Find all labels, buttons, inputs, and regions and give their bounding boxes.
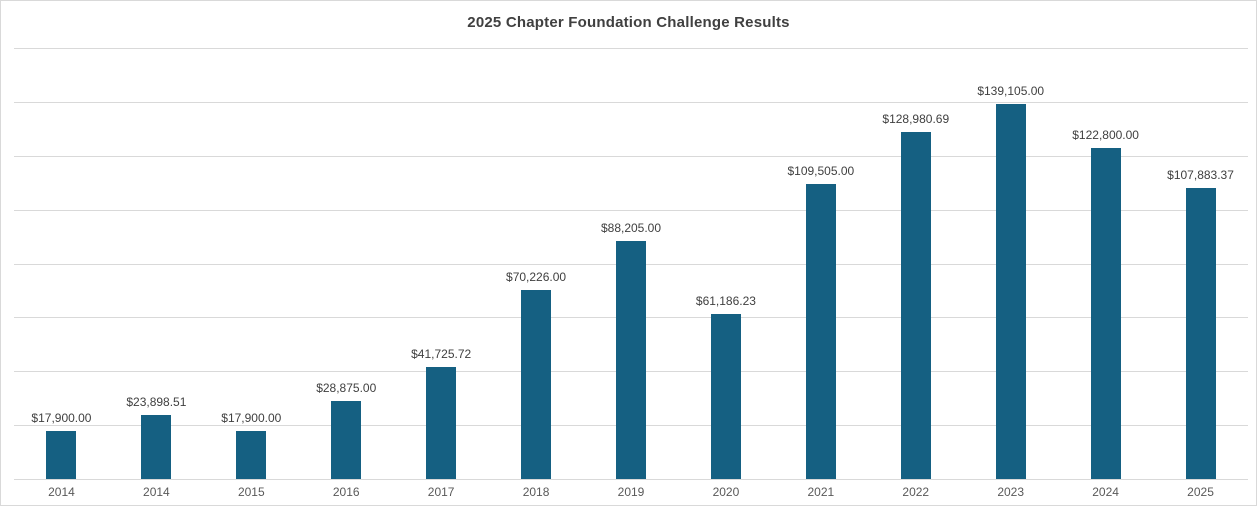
x-axis: 2014 2014 2015 2016 2017 2018 2019 2020 2021 2022… — [1, 485, 1256, 501]
gridline-0 — [14, 479, 1248, 480]
bar-2017-4 — [426, 366, 457, 479]
x-axis-label-10: 2023 — [997, 485, 1025, 499]
bar-2025-12 — [1185, 188, 1216, 479]
gridline-120000 — [14, 155, 1248, 157]
bar-2019-6 — [616, 241, 646, 479]
bar-2023-10 — [995, 104, 1026, 479]
x-axis-label-1: 2014 — [143, 485, 170, 499]
data-label-2: $17,900.00 — [221, 410, 282, 425]
bar-2022-9 — [900, 131, 931, 479]
data-label-11: $122,800.00 — [1072, 128, 1139, 143]
x-axis-label-0: 2014 — [48, 485, 75, 499]
gridline-140000 — [14, 101, 1248, 103]
x-axis-label-3: 2016 — [332, 485, 360, 499]
data-label-7: $61,186.23 — [695, 294, 756, 309]
x-axis-label-7: 2020 — [712, 485, 740, 499]
x-axis-label-2: 2015 — [237, 485, 265, 499]
data-label-9: $128,980.69 — [882, 111, 950, 126]
data-label-1: $23,898.51 — [126, 394, 187, 409]
data-label-3: $28,875.00 — [316, 381, 377, 396]
x-axis-label-4: 2017 — [427, 485, 455, 499]
bar-2018-5 — [521, 289, 552, 479]
bar-2024-11 — [1090, 148, 1121, 479]
plot-area: $17,900.00 $23,898.51 $17,900.00 $28,875.00… — [14, 48, 1248, 480]
bar-2014-1 — [141, 414, 172, 479]
data-label-6: $88,205.00 — [600, 221, 662, 236]
data-label-0: $17,900.00 — [31, 410, 92, 425]
bar-2014-0 — [46, 430, 77, 479]
x-axis-label-12: 2025 — [1187, 485, 1214, 499]
gridline-100000 — [14, 209, 1248, 211]
data-label-12: $107,883.37 — [1167, 168, 1234, 183]
x-axis-label-6: 2019 — [617, 485, 645, 499]
x-axis-label-11: 2024 — [1092, 485, 1119, 499]
data-label-10: $139,105.00 — [977, 84, 1045, 99]
data-label-4: $41,725.72 — [411, 346, 472, 361]
bar-2021-8 — [805, 184, 836, 479]
x-axis-label-5: 2018 — [522, 485, 550, 499]
x-axis-label-8: 2021 — [807, 485, 835, 499]
data-label-8: $109,505.00 — [787, 164, 855, 178]
data-label-5: $70,226.00 — [506, 269, 567, 284]
gridline-160000 — [14, 48, 1248, 49]
bar-2016-3 — [331, 401, 362, 479]
bar-2015-2 — [236, 430, 267, 479]
bar-2020-7 — [710, 314, 741, 479]
chart-title: 2025 Chapter Foundation Challenge Result… — [467, 14, 790, 31]
x-axis-label-9: 2022 — [902, 485, 930, 499]
